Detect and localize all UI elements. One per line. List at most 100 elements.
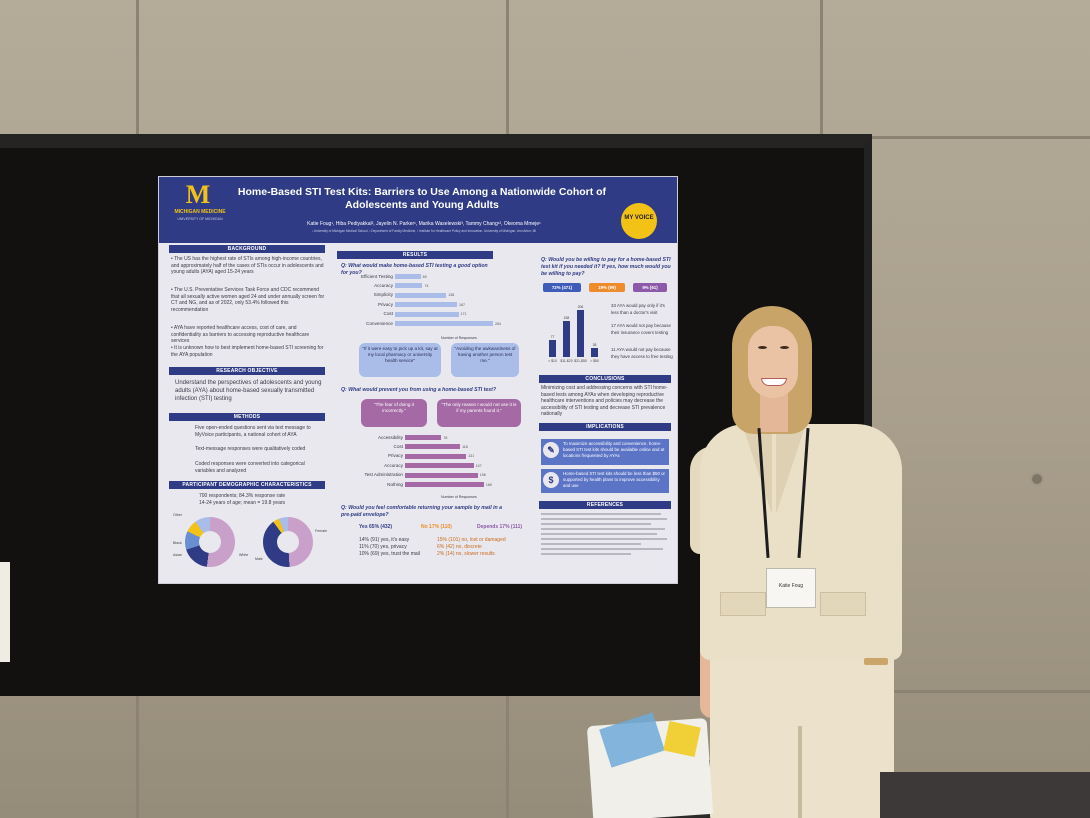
logo-sub: UNIVERSITY OF MICHIGAN <box>177 217 223 221</box>
pay-pill-yes: 72% (471) <box>543 283 581 292</box>
bar-value-label: 138 <box>448 293 455 298</box>
answer-yes: Yes 65% (432) <box>359 524 393 530</box>
background-bullet: • AYA have reported healthcare access, c… <box>171 325 310 344</box>
pay-bar-value: 158 <box>563 316 570 321</box>
neck <box>760 392 788 432</box>
references-heading: REFERENCES <box>539 501 671 509</box>
results-question-1: Q: What would make home-based STI testin… <box>341 263 488 276</box>
implication-item: ✎ To maximize accessibility and convenie… <box>541 439 669 465</box>
bar-value-label: 118 <box>462 444 468 449</box>
poster-affiliations: ¹ University of Michigan Medical School,… <box>311 229 537 233</box>
logo-name: MICHIGAN MEDICINE <box>174 209 226 215</box>
methods-item: Coded responses were converted into cate… <box>195 461 305 474</box>
no-detail: 15% (101) no, lost or damaged <box>437 537 506 543</box>
tissue-paper <box>663 721 701 757</box>
yes-detail: 11% (70) yes, privacy <box>359 544 407 550</box>
background-bullet: • The U.S. Preventative Services Task Fo… <box>171 287 325 313</box>
edge-card <box>0 562 10 662</box>
bar <box>395 292 447 298</box>
race-donut-chart <box>185 517 235 567</box>
wall-outlet <box>1030 472 1044 486</box>
results-heading: RESULTS <box>337 251 493 259</box>
poster-title: Home-Based STI Test Kits: Barriers to Us… <box>237 186 607 211</box>
results-question-2: Q: What would prevent you from using a h… <box>341 387 497 393</box>
background-bullet: • The US has the highest rate of STIs am… <box>171 256 324 275</box>
bar-category-label: Test Administration <box>364 472 403 478</box>
pay-note: 11 AYA would not pay because they have a… <box>611 347 673 359</box>
shorts-seam <box>798 726 802 818</box>
eye <box>758 346 767 349</box>
answer-no: No 17% (110) <box>421 524 452 530</box>
yes-detail: 10% (69) yes, trust the mail <box>359 551 420 557</box>
bar <box>395 311 459 317</box>
answer-depends: Depends 17% (111) <box>477 524 523 530</box>
bar-value-label: 69 <box>422 274 427 279</box>
location-icon: ✎ <box>543 442 559 458</box>
quote-bubble: "The only reason I would not use it is i… <box>437 399 521 427</box>
gender-legend: Male <box>255 557 263 561</box>
pay-note: 33 AYA would pay only if it's less than … <box>611 303 665 315</box>
wristwatch <box>864 658 888 665</box>
bar-category-label: Simplicity <box>373 292 393 298</box>
race-legend: White <box>239 553 249 557</box>
pay-bar-value: 206 <box>577 305 584 310</box>
q1-axis-label: Number of Responses <box>441 336 477 340</box>
michigan-logo: M <box>185 180 211 209</box>
bar <box>395 283 423 289</box>
pay-bar-label: $21-$50 <box>574 359 587 363</box>
bar-category-label: Cost <box>393 443 403 449</box>
objective-text: Understand the perspectives of adolescen… <box>175 380 322 402</box>
background-heading: BACKGROUND <box>169 245 325 253</box>
pay-pill-no: 19% (99) <box>589 283 625 292</box>
poster-header: M MICHIGAN MEDICINE UNIVERSITY OF MICHIG… <box>159 177 677 243</box>
quote-bubble: "Avoiding the awkwardness of having anot… <box>451 343 519 377</box>
conclusions-text: Minimizing cost and addressing concerns … <box>541 385 668 417</box>
bar-value-label: 131 <box>468 454 475 459</box>
presenter-person: Katie Foug <box>690 306 910 818</box>
bar-value-label: 167 <box>459 302 466 307</box>
bar-category-label: Accessibility <box>377 434 403 440</box>
bar <box>405 435 442 440</box>
carpet-floor <box>880 772 1090 818</box>
bar-category-label: Efficient Testing <box>360 273 393 279</box>
pay-bar <box>563 321 570 357</box>
poster-authors: Katie Foug¹, Hiba Pediyakkal², Jayelin N… <box>307 221 541 227</box>
name-badge: Katie Foug <box>766 568 816 608</box>
race-legend: Asian <box>173 553 182 557</box>
bar-category-label: Accuracy <box>374 282 393 288</box>
research-poster: M MICHIGAN MEDICINE UNIVERSITY OF MICHIG… <box>158 176 678 584</box>
face <box>748 326 798 398</box>
bar <box>405 482 484 487</box>
pay-bar-label: > $50 <box>590 359 599 363</box>
demographics-heading: PARTICIPANT DEMOGRAPHIC CHARACTERISTICS <box>169 481 325 489</box>
references-text-lines <box>541 513 667 555</box>
quote-bubble: "If it were easy to pick up a kit, say a… <box>359 343 441 377</box>
race-legend: Other <box>173 513 182 517</box>
pay-question: Q: Would you be willing to pay for a hom… <box>541 257 671 277</box>
bar <box>395 274 421 279</box>
gender-legend: Female <box>315 529 327 533</box>
bar <box>405 463 474 469</box>
bar-value-label: 156 <box>479 473 486 478</box>
pay-bar <box>591 348 598 357</box>
bar <box>405 444 461 450</box>
pay-bar-label: < $10 <box>548 359 557 363</box>
pay-bar-value: 77 <box>550 334 555 339</box>
implication-item: $ Home-based STI test kits should be les… <box>541 469 669 493</box>
pay-bar-value: 38 <box>592 343 597 348</box>
quote-bubble: "The fear of doing it incorrectly." <box>361 399 427 427</box>
linen-shorts <box>710 642 894 818</box>
bar <box>405 453 467 459</box>
background-bullet: • It is unknown how to best implement ho… <box>171 345 324 358</box>
gender-donut-chart <box>263 517 313 567</box>
q2-axis-label: Number of Responses <box>441 495 477 499</box>
bar-category-label: Nothing <box>387 481 403 487</box>
race-legend: Black <box>173 541 182 545</box>
bar-value-label: 147 <box>475 463 482 468</box>
objective-heading: RESEARCH OBJECTIVE <box>169 367 325 375</box>
pay-pill-depends: 9% (61) <box>633 283 667 292</box>
jacket-pocket <box>720 592 766 616</box>
dollar-icon: $ <box>543 472 559 488</box>
no-detail: 2% (14) no, slower results <box>437 551 495 557</box>
yes-detail: 14% (91) yes, it's easy <box>359 537 410 543</box>
